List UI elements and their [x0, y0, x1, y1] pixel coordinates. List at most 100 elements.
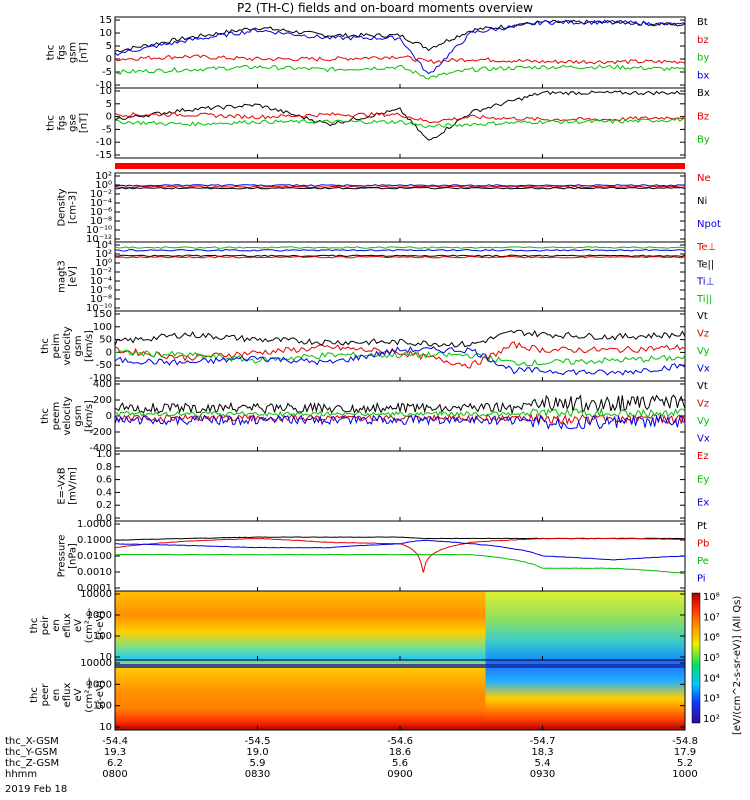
y-tick-label: 0.2 — [96, 500, 112, 511]
noisy-series-line — [114, 414, 686, 431]
y-tick-label: 10⁻¹² — [86, 234, 112, 245]
colorbar-tick-label: 10⁴ — [703, 673, 720, 684]
panel-p8: 1.0000 0.1000 0.0100 0.0010 0.0001 Pressure[n… — [57, 519, 710, 594]
y-tick-label: 1.0000 — [77, 519, 112, 530]
colorbar-label: [eV/(cm^2-s-sr-eV)] (All Qs) — [732, 596, 743, 735]
x-axis-row-value: -54.4 — [102, 736, 128, 747]
y-tick-label: 100 — [93, 631, 112, 642]
y-tick-label: 10⁻⁸ — [90, 216, 112, 227]
y-tick-label: 10⁻¹⁰ — [86, 225, 112, 236]
x-axis-row-value: 1000 — [672, 769, 697, 780]
series-line-Bt — [114, 19, 686, 53]
y-tick-label: 1000 — [87, 610, 112, 621]
series-line-Bx — [114, 90, 686, 141]
status-bar — [115, 163, 685, 169]
x-axis-row-value: 5.2 — [677, 758, 693, 769]
y-tick-label: 150 — [93, 309, 112, 320]
legend-entry: Vt — [697, 311, 708, 322]
legend-entry: Pb — [697, 539, 709, 550]
colorbar-tick-label: 10³ — [703, 694, 720, 705]
x-axis-row-value: 0900 — [387, 769, 412, 780]
y-tick-label: 0.4 — [96, 487, 112, 498]
y-tick-label: 10⁻¹⁰ — [86, 303, 112, 314]
colorbar-ticks: 10⁸ 10⁷ 10⁶ 10⁵ 10⁴ 10³ 10² — [703, 592, 720, 725]
panel-frame — [114, 172, 686, 243]
y-axis-label: thcfgsgse[nT] — [46, 113, 90, 133]
x-axis-row-value: 19.0 — [246, 747, 268, 758]
y-tick-label: 0 — [106, 54, 112, 65]
panel-p7: 1.0 0.8 0.60.4 0.2 0.0 E=-VxB[mV/m] Ez Ey Ex — [57, 449, 710, 524]
noisy-series-line — [114, 407, 686, 419]
colorbar-tick-label: 10⁶ — [703, 633, 720, 644]
legend-entry: Te|| — [696, 259, 714, 270]
y-tick-label: 15 — [99, 15, 112, 26]
panel-frame — [114, 310, 686, 382]
y-axis-label: thcpeerenefluxeV(cm²-s-sr-eV) — [29, 677, 106, 713]
y-tick-label: 10 — [99, 722, 112, 733]
y-tick-label: 0.1000 — [77, 535, 112, 546]
y-tick-label: 10⁴ — [95, 240, 112, 251]
y-tick-label: 10000 — [80, 589, 112, 600]
legend-entry: Bt — [697, 17, 708, 28]
y-tick-label: 10⁻⁸ — [90, 294, 112, 305]
y-tick-label: 10⁻⁶ — [90, 285, 112, 296]
colorbar-tick-label: 10⁸ — [703, 592, 720, 603]
y-tick-label: 50 — [99, 335, 112, 346]
y-tick-label: 10⁰ — [95, 180, 112, 191]
legend-entry: Vx — [697, 364, 710, 375]
series-line-bz — [114, 54, 686, 65]
series-line-Bz — [114, 111, 686, 124]
x-axis-row-value: 18.6 — [389, 747, 411, 758]
y-axis-label: thcpeimvelocitygsm[km/s] — [40, 326, 95, 365]
panel-frame — [114, 241, 686, 312]
legend-entry: Pe — [697, 556, 709, 567]
spectrogram-ion-late — [485, 591, 685, 660]
panel-p9: 10000 1000 100 10 thcpeirenefluxeV(cm²-s-sr-… — [29, 589, 686, 663]
legend-entry: Vt — [697, 381, 708, 392]
panel-frame — [114, 520, 686, 592]
spectrogram-electron — [115, 660, 486, 730]
panel-p1: 15 10 5 0 -5 -10 thcfgsgsm[nT] Bt bz by bx — [46, 15, 710, 91]
flat-series-line — [114, 246, 686, 249]
legend-entry: Te⊥ — [696, 242, 716, 253]
y-tick-label: -5 — [102, 67, 112, 78]
colorbar-tick-label: 10⁷ — [703, 612, 720, 623]
legend-entry: Vy — [697, 346, 710, 357]
x-axis-row-label: thc_Y-GSM — [5, 747, 57, 758]
y-tick-label: 10² — [95, 249, 112, 260]
legend-entry: Vz — [697, 399, 709, 410]
legend-entry: Bx — [697, 88, 710, 99]
legend-entry: Ti|| — [696, 294, 712, 305]
legend-entry: Ti⊥ — [696, 277, 714, 288]
spectrogram-electron-band — [115, 664, 685, 668]
x-axis-row-value: 6.2 — [107, 758, 123, 769]
x-axis-row-value: 0830 — [245, 769, 270, 780]
legend-entry: by — [697, 53, 709, 64]
legend-entry: Vy — [697, 416, 710, 427]
y-axis-label: thcpeirenefluxeV(cm²-s-sr-eV) — [29, 607, 106, 643]
flat-series-line — [114, 185, 686, 189]
legend-entry: Bz — [697, 111, 709, 122]
x-axis-row-value: 17.9 — [674, 747, 696, 758]
colorbar: 10⁸ 10⁷ 10⁶ 10⁵ 10⁴ 10³ 10² [eV/(cm^2-s-sr-eV)… — [691, 592, 743, 735]
x-axis-row-value: -54.5 — [245, 736, 271, 747]
y-tick-label: 10² — [95, 171, 112, 182]
y-tick-label: -10 — [96, 80, 112, 91]
series-line-Pi — [115, 539, 686, 561]
legend-entry: Npot — [697, 219, 721, 230]
legend-entry: bz — [697, 35, 709, 46]
panel-frame — [114, 450, 686, 522]
colorbar-tick-label: 10⁵ — [703, 653, 720, 664]
x-axis-annotation: thc_X-GSM -54.4 -54.5 -54.6 -54.7 -54.8 thc_Y-… — [5, 736, 698, 795]
series-line-Vy — [114, 349, 686, 367]
y-tick-label: 10⁻⁶ — [90, 207, 112, 218]
y-axis-label: thcfgsgsm[nT] — [46, 42, 90, 63]
legend-entry: By — [697, 135, 710, 146]
y-tick-label: 10 — [99, 28, 112, 39]
y-axis-label: E=-VxB[mV/m] — [57, 467, 79, 505]
flat-series-line — [114, 248, 686, 252]
y-axis-label: magt3[eV] — [57, 260, 79, 293]
x-axis-row-value: -54.7 — [530, 736, 556, 747]
